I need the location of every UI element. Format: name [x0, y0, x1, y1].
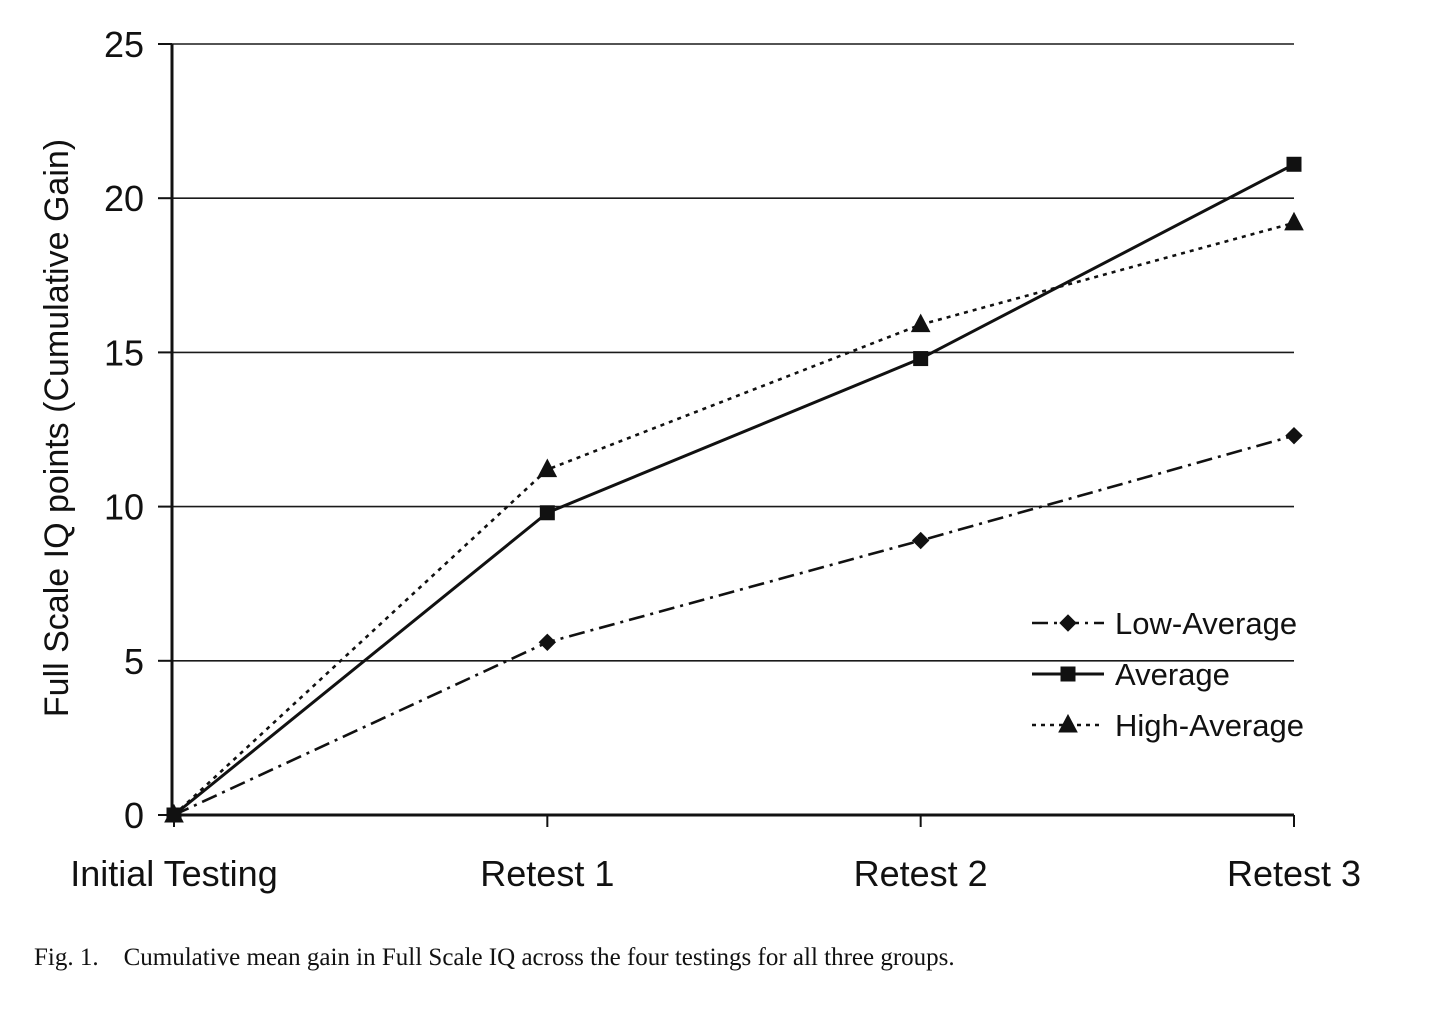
y-tick-label: 25 [104, 24, 144, 65]
series-line [173, 221, 1295, 816]
y-axis-label: Full Scale IQ points (Cumulative Gain) [38, 139, 76, 717]
data-point-diamond [538, 633, 557, 652]
data-point-diamond [911, 531, 930, 550]
y-tick-label: 15 [104, 332, 144, 373]
data-point-triangle [910, 313, 931, 333]
legend-item: Average [1032, 657, 1230, 692]
legend-item: High-Average [1032, 708, 1304, 743]
data-point-triangle [1284, 211, 1304, 231]
legend-label: Average [1115, 657, 1230, 692]
data-point-diamond [1285, 426, 1303, 445]
y-tick-label: 5 [124, 641, 144, 682]
y-tick-label: 10 [104, 487, 144, 528]
data-point-triangle [164, 803, 184, 823]
x-tick-labels: Initial Testing Retest 1 Retest 2 Retest 3 [70, 853, 1361, 894]
x-tick-label: Retest 3 [1227, 853, 1361, 894]
data-point-triangle [537, 458, 558, 478]
series-line [173, 434, 1295, 817]
figure-caption: Fig. 1. Cumulative mean gain in Full Sca… [34, 944, 955, 971]
legend-item: Low-Average [1032, 606, 1297, 641]
legend-marker-square [1060, 666, 1076, 682]
data-point-square [913, 351, 929, 367]
legend-label: High-Average [1115, 708, 1304, 743]
x-tick-label: Initial Testing [70, 853, 277, 894]
gridlines [172, 43, 1294, 662]
data-point-square [539, 505, 555, 521]
legend-marker-diamond [1059, 614, 1077, 632]
data-point-square [1286, 156, 1302, 172]
series-group [164, 156, 1304, 824]
legend-marker-triangle [1058, 713, 1078, 733]
series-line [173, 162, 1295, 817]
y-tick-label: 0 [124, 795, 144, 836]
y-tick-label: 20 [104, 178, 144, 219]
y-tick-labels: 0 5 10 15 20 25 [104, 24, 144, 836]
line-chart: 0 5 10 15 20 25 Initial Testing Retest 1 Retest… [38, 24, 1361, 894]
series-high-average [164, 211, 1304, 823]
legend: Low-Average Average High-Average [1032, 606, 1304, 743]
legend-label: Low-Average [1115, 606, 1297, 641]
x-tick-label: Retest 2 [854, 853, 988, 894]
x-tick-label: Retest 1 [480, 853, 614, 894]
